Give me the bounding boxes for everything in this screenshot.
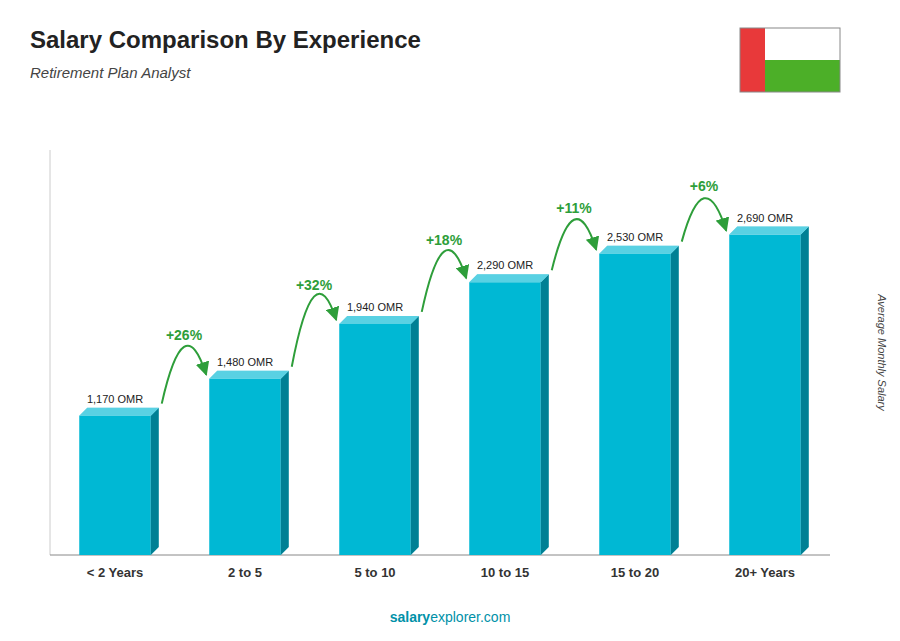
bar-side-shade bbox=[541, 274, 549, 555]
bar-side-edge bbox=[541, 274, 549, 555]
bar-side bbox=[411, 316, 419, 555]
growth-arrow bbox=[682, 198, 727, 241]
bars bbox=[79, 227, 809, 555]
bar-top-shade bbox=[729, 227, 809, 235]
data-label: 2,690 OMR bbox=[737, 212, 793, 224]
data-label: 2,290 OMR bbox=[477, 259, 533, 271]
baseline bbox=[50, 555, 830, 556]
annotation: +11% bbox=[556, 200, 592, 216]
growth-arrow bbox=[292, 294, 337, 367]
bar-side-shade bbox=[671, 246, 679, 555]
growth-arrow bbox=[552, 219, 597, 270]
footer: salaryexplorer.com bbox=[390, 609, 511, 625]
bar-top-shade bbox=[209, 371, 289, 379]
bar-top-shade bbox=[79, 408, 159, 416]
bar bbox=[599, 254, 671, 555]
bar-side-edge bbox=[671, 246, 679, 555]
bar bbox=[209, 379, 281, 555]
x-tick-label: 20+ Years bbox=[735, 565, 795, 580]
bar-top bbox=[469, 274, 549, 282]
x-tick-label: 2 to 5 bbox=[228, 565, 262, 580]
x-tick-label: 15 to 20 bbox=[611, 565, 659, 580]
bar-side-edge bbox=[151, 408, 159, 555]
bar-side-shade bbox=[411, 316, 419, 555]
bar-side-shade bbox=[281, 371, 289, 555]
bar-side bbox=[151, 408, 159, 555]
bar-top bbox=[79, 408, 159, 416]
bar-side bbox=[281, 371, 289, 555]
x-tick-label: 10 to 15 bbox=[481, 565, 529, 580]
title: Salary Comparison By Experience bbox=[30, 26, 421, 53]
bar-side bbox=[671, 246, 679, 555]
bar-side-edge bbox=[411, 316, 419, 555]
footer-part: salary bbox=[390, 609, 431, 625]
chart: Salary Comparison By Experience Retiremen… bbox=[0, 0, 900, 641]
subtitle: Retirement Plan Analyst bbox=[30, 64, 191, 81]
data-label: 2,530 OMR bbox=[607, 231, 663, 243]
chart-container: Salary Comparison By Experience Retiremen… bbox=[0, 0, 900, 641]
flag bbox=[740, 28, 840, 92]
bar-side-shade bbox=[801, 227, 809, 555]
data-label: 1,940 OMR bbox=[347, 301, 403, 313]
growth-arrow bbox=[162, 346, 207, 404]
bar-top bbox=[209, 371, 289, 379]
flag-stripe bbox=[765, 60, 840, 92]
bar bbox=[339, 324, 411, 555]
bar-top bbox=[339, 316, 419, 324]
bar bbox=[469, 282, 541, 555]
bar-top-shade bbox=[469, 274, 549, 282]
bar-side bbox=[801, 227, 809, 555]
bar bbox=[79, 416, 151, 555]
bar-side-edge bbox=[281, 371, 289, 555]
annotation: +6% bbox=[690, 178, 719, 194]
bar-side-shade bbox=[151, 408, 159, 555]
annotation: +32% bbox=[296, 277, 333, 293]
bar-top bbox=[729, 227, 809, 235]
flag-stripe bbox=[740, 28, 765, 92]
bar-top-shade bbox=[339, 316, 419, 324]
data-label: 1,480 OMR bbox=[217, 356, 273, 368]
y-label: Average Monthly Salary bbox=[876, 293, 888, 412]
data-label: 1,170 OMR bbox=[87, 393, 143, 405]
y-axis-line bbox=[50, 150, 51, 555]
bar bbox=[729, 235, 801, 555]
bar-top-shade bbox=[599, 246, 679, 254]
bar-side-edge bbox=[801, 227, 809, 555]
growth-arrow bbox=[422, 250, 467, 312]
annotation: +26% bbox=[166, 327, 203, 343]
x-tick-label: < 2 Years bbox=[87, 565, 144, 580]
annotation: +18% bbox=[426, 232, 463, 248]
flag-stripe bbox=[765, 28, 840, 60]
bar-side bbox=[541, 274, 549, 555]
bar-top bbox=[599, 246, 679, 254]
flag-border bbox=[740, 28, 840, 92]
footer-part: explorer.com bbox=[430, 609, 510, 625]
x-tick-label: 5 to 10 bbox=[354, 565, 395, 580]
